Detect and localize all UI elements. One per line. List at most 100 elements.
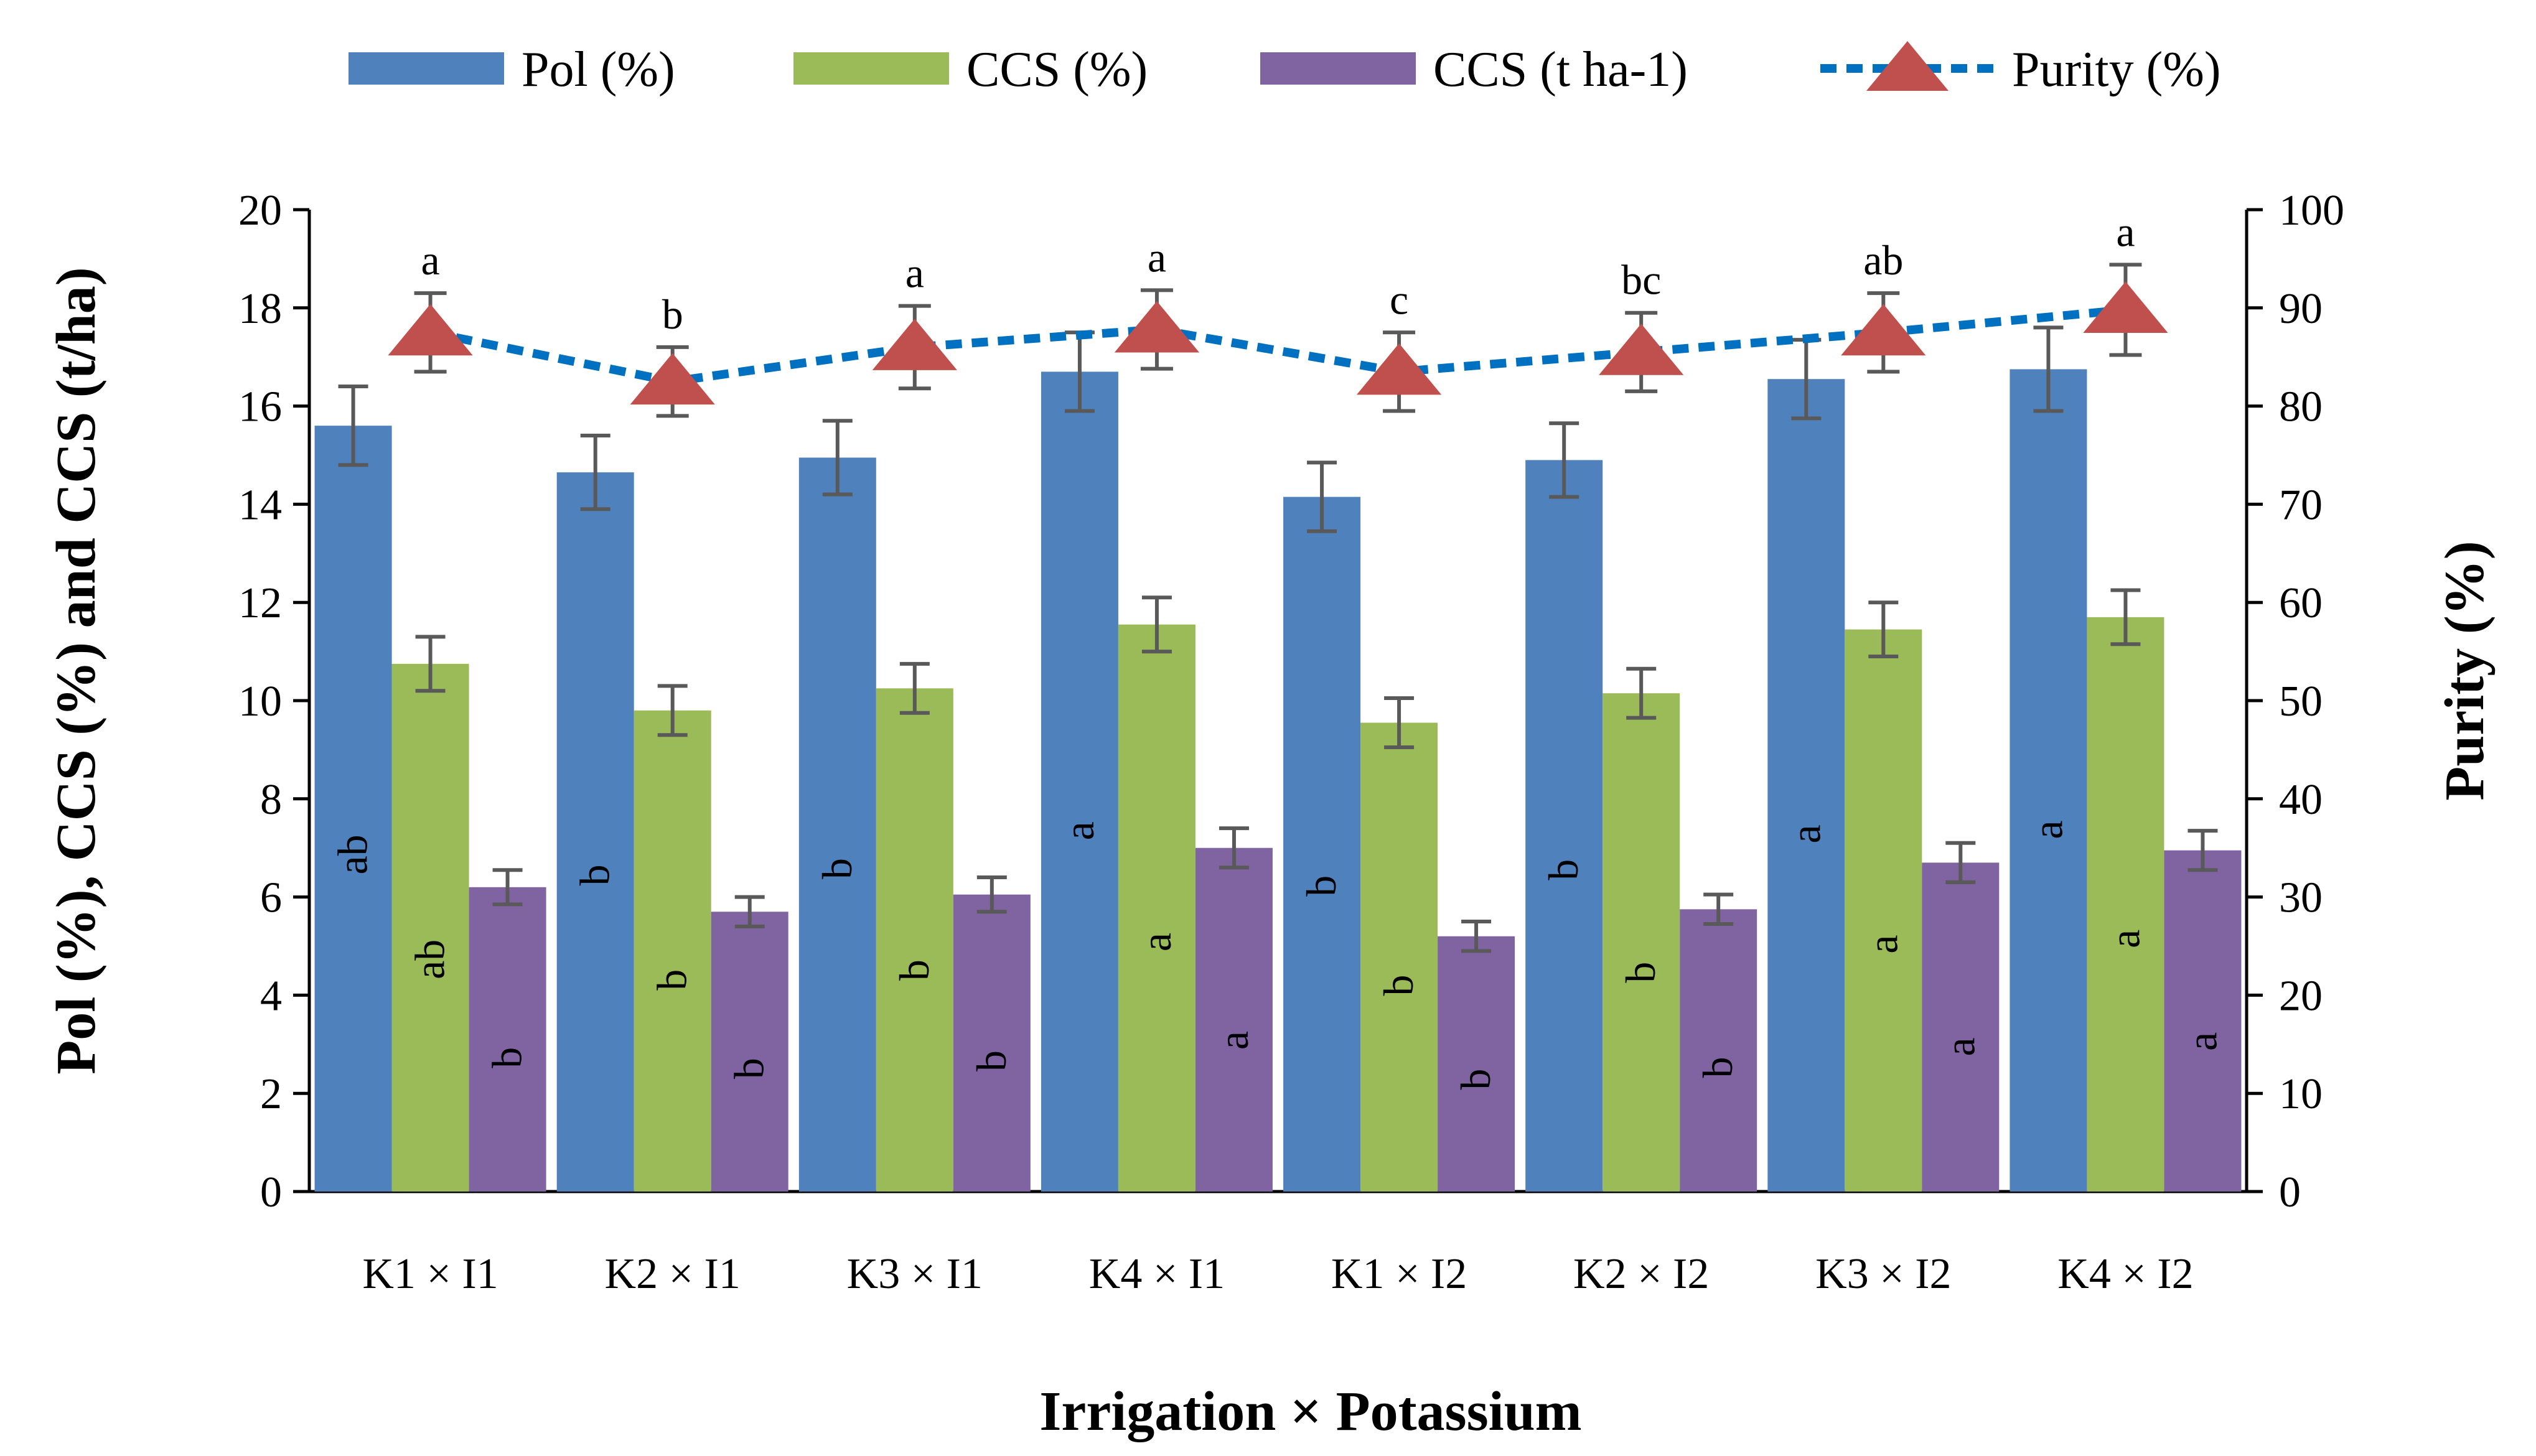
bar (391, 663, 469, 1192)
significance-letter: b (1540, 859, 1587, 880)
significance-letter: b (1694, 1057, 1741, 1078)
y2-tick-label: 30 (2279, 874, 2323, 922)
y-axis-title: Pol (%), CCS (%) and CCS (t/ha) (45, 267, 107, 1075)
significance-letter: b (662, 291, 683, 338)
bar (1922, 862, 2000, 1192)
bar (2164, 850, 2242, 1192)
bar (1680, 909, 1757, 1192)
bar (2010, 369, 2087, 1192)
x-axis-title: Irrigation × Potassium (1039, 1381, 1581, 1442)
significance-letter: b (968, 1050, 1015, 1071)
significance-letter: b (726, 1058, 773, 1079)
significance-letter: ab (1863, 236, 1903, 284)
bar (314, 426, 392, 1192)
significance-letter: b (571, 864, 619, 885)
bar (634, 710, 711, 1192)
y2-tick-label: 90 (2279, 285, 2323, 333)
bar (1195, 847, 1273, 1192)
significance-letter: a (1782, 824, 1829, 843)
y2-tick-label: 0 (2279, 1169, 2301, 1216)
y-tick-label: 14 (238, 481, 282, 529)
legend-label: CCS (%) (966, 42, 1148, 97)
significance-letter: a (421, 236, 439, 284)
significance-letter: b (648, 969, 696, 991)
significance-letter: b (484, 1047, 531, 1068)
significance-letter: b (1452, 1068, 1499, 1090)
significance-letter: a (2178, 1032, 2225, 1051)
y-tick-label: 4 (260, 972, 282, 1020)
significance-letter: b (1617, 962, 1664, 983)
legend-swatch (349, 52, 504, 85)
bar (1438, 936, 1515, 1192)
x-tick-label: K4 × I2 (2057, 1250, 2193, 1298)
purity-marker (1114, 301, 1200, 353)
bar (469, 887, 546, 1192)
legend-label: Purity (%) (2012, 42, 2221, 97)
significance-letter: a (2116, 208, 2135, 255)
purity-marker (872, 319, 957, 370)
purity-series-line (429, 305, 2127, 386)
legend-label: Pol (%) (522, 42, 675, 97)
error-bars (338, 325, 2218, 953)
bar (2087, 617, 2164, 1192)
legend-swatch (793, 52, 949, 85)
x-tick-label: K1 × I1 (362, 1250, 498, 1298)
y-tick-label: 2 (260, 1070, 282, 1118)
legend-label: CCS (t ha-1) (1433, 42, 1688, 97)
significance-letter: a (1210, 1031, 1257, 1050)
significance-letter: b (813, 858, 861, 879)
purity-marker (388, 304, 473, 356)
bar (953, 894, 1031, 1192)
bar (711, 912, 788, 1192)
significance-letter: a (1936, 1037, 1983, 1056)
legend: Pol (%) CCS (%) CCS (t ha-1) Purity (%) (349, 41, 2221, 97)
y2-tick-label: 60 (2279, 579, 2323, 627)
legend-swatch (1260, 52, 1416, 85)
bar (798, 457, 876, 1192)
purity-line: aba ac bc aba (388, 208, 2168, 418)
bar (1041, 371, 1118, 1192)
significance-letter: c (1390, 276, 1408, 323)
bar (1845, 629, 1922, 1192)
bar (1360, 722, 1438, 1192)
x-tick-label: K1 × I2 (1331, 1250, 1467, 1298)
purity-marker (1356, 343, 1442, 395)
bars (314, 369, 2242, 1192)
bar (1603, 693, 1680, 1192)
y-tick-label: 18 (238, 285, 282, 333)
bar (556, 472, 634, 1192)
y-tick-label: 16 (238, 383, 282, 431)
y-tick-label: 0 (260, 1169, 282, 1216)
bar (1525, 460, 1603, 1192)
significance-letter: b (1375, 974, 1422, 996)
x-tick-label: K3 × I1 (847, 1250, 983, 1298)
x-tick-label: K3 × I2 (1815, 1250, 1951, 1298)
bar (1283, 497, 1361, 1192)
y-tick-label: 20 (238, 187, 282, 235)
y-tick-label: 8 (260, 776, 282, 824)
y2-tick-label: 80 (2279, 383, 2323, 431)
y-tick-label: 6 (260, 874, 282, 922)
significance-letter: a (1859, 935, 1906, 953)
purity-marker (1841, 304, 1926, 356)
significance-letter: b (1298, 875, 1345, 897)
y2-tick-label: 70 (2279, 481, 2323, 529)
legend-marker (1866, 41, 1949, 91)
y2-axis-title: Purity (%) (2434, 541, 2496, 800)
significance-letter: a (2101, 930, 2148, 948)
y2-tick-label: 100 (2279, 187, 2344, 235)
significance-letter: a (2024, 820, 2071, 839)
significance-letter: a (1133, 933, 1180, 951)
purity-marker (2083, 281, 2168, 333)
axes: 0 2 4 6 8 10 12 14 16 18 20 0 10 20 30 40 50 60 70 80 90 100 K… (238, 187, 2344, 1298)
y2-tick-label: 40 (2279, 776, 2323, 824)
y2-tick-label: 20 (2279, 972, 2323, 1020)
bar (1118, 624, 1195, 1192)
significance-letter: ab (329, 834, 377, 874)
y2-tick-label: 10 (2279, 1070, 2323, 1118)
y-tick-label: 12 (238, 579, 282, 627)
x-tick-label: K2 × I1 (605, 1250, 741, 1298)
